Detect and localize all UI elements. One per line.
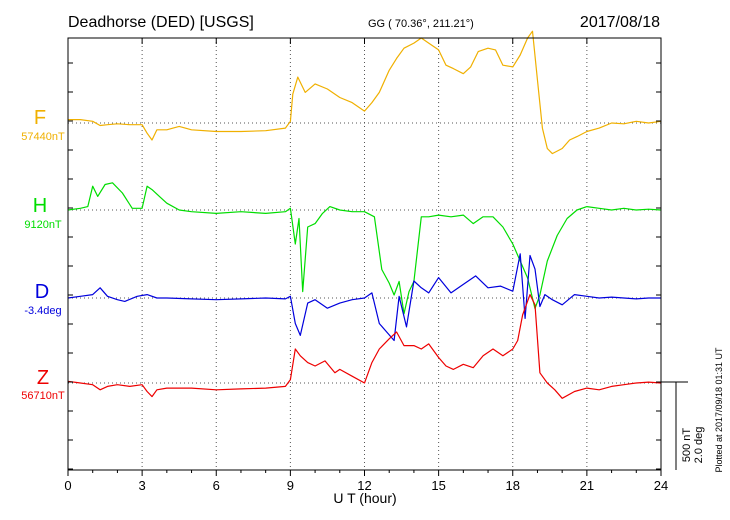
baseline-label-h: 9120nT: [24, 219, 62, 231]
x-tick-label: 24: [654, 478, 668, 493]
x-tick-label: 3: [139, 478, 146, 493]
x-tick-label: 15: [431, 478, 445, 493]
x-tick-label: 0: [64, 478, 71, 493]
station-title: Deadhorse (DED) [USGS]: [68, 14, 254, 31]
scale-label-nt: 500 nT: [681, 428, 693, 463]
x-axis-label: U T (hour): [333, 490, 396, 506]
scale-label-deg: 2.0 deg: [693, 427, 705, 464]
date-label: 2017/08/18: [580, 14, 660, 31]
scale-bar: 500 nT 2.0 deg: [661, 381, 705, 470]
x-tick-label: 18: [506, 478, 520, 493]
grid: [68, 38, 661, 470]
series-line-z: [67, 294, 662, 399]
x-tick-label: 21: [580, 478, 594, 493]
series-lines: [67, 30, 662, 399]
coordinates-label: GG ( 70.36°, 211.21°): [368, 18, 474, 30]
series-line-h: [67, 182, 662, 315]
y-ticks: [68, 62, 661, 470]
channel-labels: F 57440nT H 9120nT D -3.4deg Z 56710nT: [21, 107, 65, 402]
baseline-label-f: 57440nT: [21, 131, 65, 143]
channel-label-z: Z: [37, 367, 49, 389]
baseline-label-d: -3.4deg: [24, 305, 61, 317]
series-line-f: [68, 30, 662, 155]
baseline-label-z: 56710nT: [21, 390, 65, 402]
channel-label-d: D: [35, 281, 49, 303]
x-tick-label: 9: [287, 478, 294, 493]
x-tick-label: 12: [357, 478, 371, 493]
x-tick-label: 6: [213, 478, 220, 493]
channel-label-h: H: [33, 195, 47, 217]
x-ticks: 0 3 6 9 12 15 18 21 24: [64, 38, 668, 493]
plotted-at-note: Plotted at 2017/09/18 01:31 UT: [714, 347, 724, 473]
series-line-d: [67, 253, 661, 342]
channel-label-f: F: [34, 107, 46, 129]
